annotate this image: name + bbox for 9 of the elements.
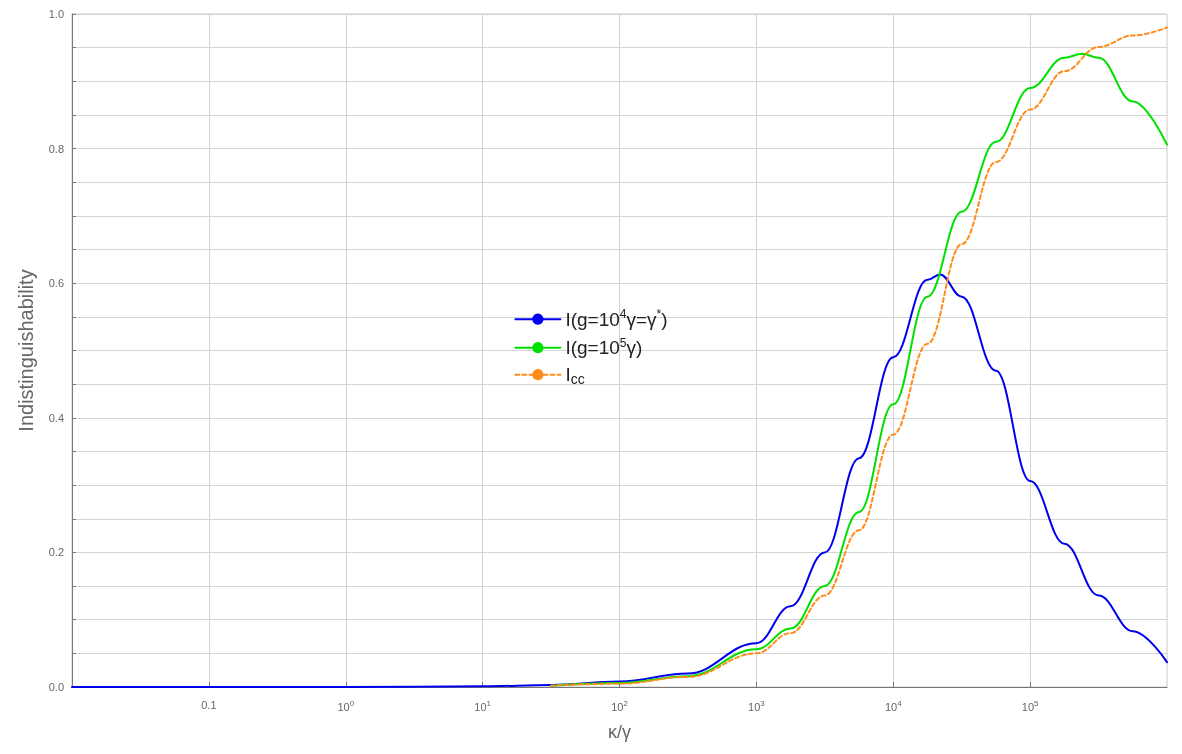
y-tick-label: 0.6 [48,277,64,290]
x-axis-title: κ/γ [607,722,632,742]
y-axis-title: Indistinguishability [15,269,37,432]
x-tick-label: 0.1 [201,698,217,711]
y-tick-label: 0.8 [48,142,64,155]
y-tick-label: 0.2 [48,546,64,559]
y-tick-label: 0.4 [48,411,64,424]
y-tick-label: 1.0 [48,8,64,20]
y-tick-label: 0.0 [48,681,64,693]
